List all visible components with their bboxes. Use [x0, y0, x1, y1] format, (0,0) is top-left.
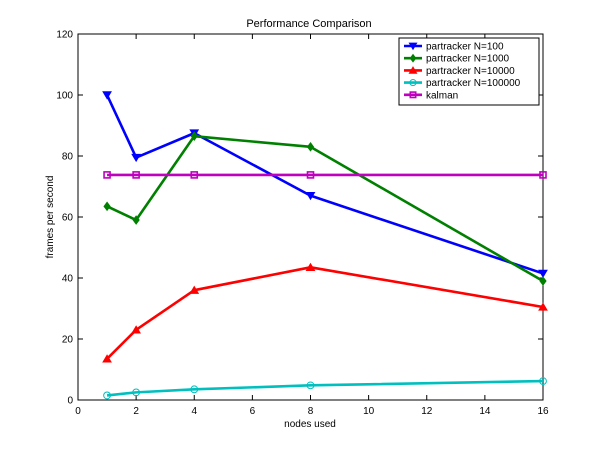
series-1: [103, 131, 547, 286]
legend-label: partracker N=1000: [426, 54, 510, 65]
data-point: [131, 325, 141, 334]
x-tick-label: 4: [191, 406, 197, 417]
legend-marker: [409, 79, 417, 87]
legend-item: partracker N=1000: [404, 54, 510, 65]
data-point: [306, 142, 315, 152]
x-tick-label: 16: [537, 406, 549, 417]
y-tick-label: 100: [56, 91, 73, 102]
data-point: [539, 377, 547, 385]
legend-marker: [408, 42, 418, 51]
legend-label: partracker N=10000: [426, 66, 515, 77]
legend-item: kalman: [404, 90, 458, 101]
series-line: [106, 379, 544, 397]
x-tick-label: 12: [421, 406, 433, 417]
y-tick-label: 20: [62, 335, 74, 346]
data-point: [102, 91, 112, 100]
data-point: [103, 201, 111, 212]
series-2: [102, 262, 548, 363]
data-point: [132, 215, 140, 225]
data-point: [306, 381, 315, 390]
legend-marker: [408, 66, 418, 74]
x-tick-label: 10: [363, 406, 375, 417]
x-tick-label: 2: [133, 406, 139, 417]
chart-title: Performance Comparison: [246, 18, 371, 30]
y-tick-label: 60: [62, 213, 74, 224]
data-point: [539, 276, 547, 286]
legend-item: partracker N=10000: [404, 66, 515, 77]
legend-box: [398, 37, 540, 106]
x-axis-label: nodes used: [284, 419, 336, 430]
legend-label: kalman: [426, 90, 458, 101]
data-point: [538, 269, 548, 279]
data-point: [305, 191, 316, 201]
legend-marker: [409, 91, 417, 99]
series-4: [103, 171, 547, 179]
legend-item: partracker N=100: [404, 42, 504, 53]
data-point: [103, 391, 111, 400]
y-axis-label: frames per second: [45, 176, 56, 259]
legend-marker: [409, 53, 417, 63]
data-point: [132, 388, 141, 397]
data-point: [190, 131, 198, 142]
y-tick-label: 0: [67, 396, 73, 407]
legend-label: partracker N=100000: [426, 78, 521, 89]
data-point: [190, 171, 199, 179]
data-point: [306, 171, 315, 179]
legend-item: partracker N=100000: [404, 78, 521, 89]
data-point: [190, 385, 199, 394]
data-point: [539, 171, 547, 179]
y-tick-label: 120: [56, 30, 73, 41]
x-tick-label: 14: [479, 406, 491, 417]
data-point: [305, 262, 316, 272]
series-3: [103, 377, 547, 400]
data-point: [103, 171, 111, 179]
data-point: [189, 285, 200, 294]
data-point: [132, 171, 140, 179]
legend-label: partracker N=100: [426, 42, 504, 53]
x-tick-label: 0: [75, 406, 81, 417]
series-layer: [102, 91, 548, 400]
data-point: [102, 354, 112, 363]
data-point: [538, 302, 548, 311]
axes: 0 2 4 6 8 10 12 14 16 0 20 40 60 80 100 120: [56, 30, 549, 418]
x-tick-label: 6: [250, 406, 256, 417]
y-tick-label: 80: [62, 152, 74, 163]
x-tick-label: 8: [308, 406, 314, 417]
data-point: [131, 153, 141, 163]
y-tick-label: 40: [62, 274, 74, 285]
